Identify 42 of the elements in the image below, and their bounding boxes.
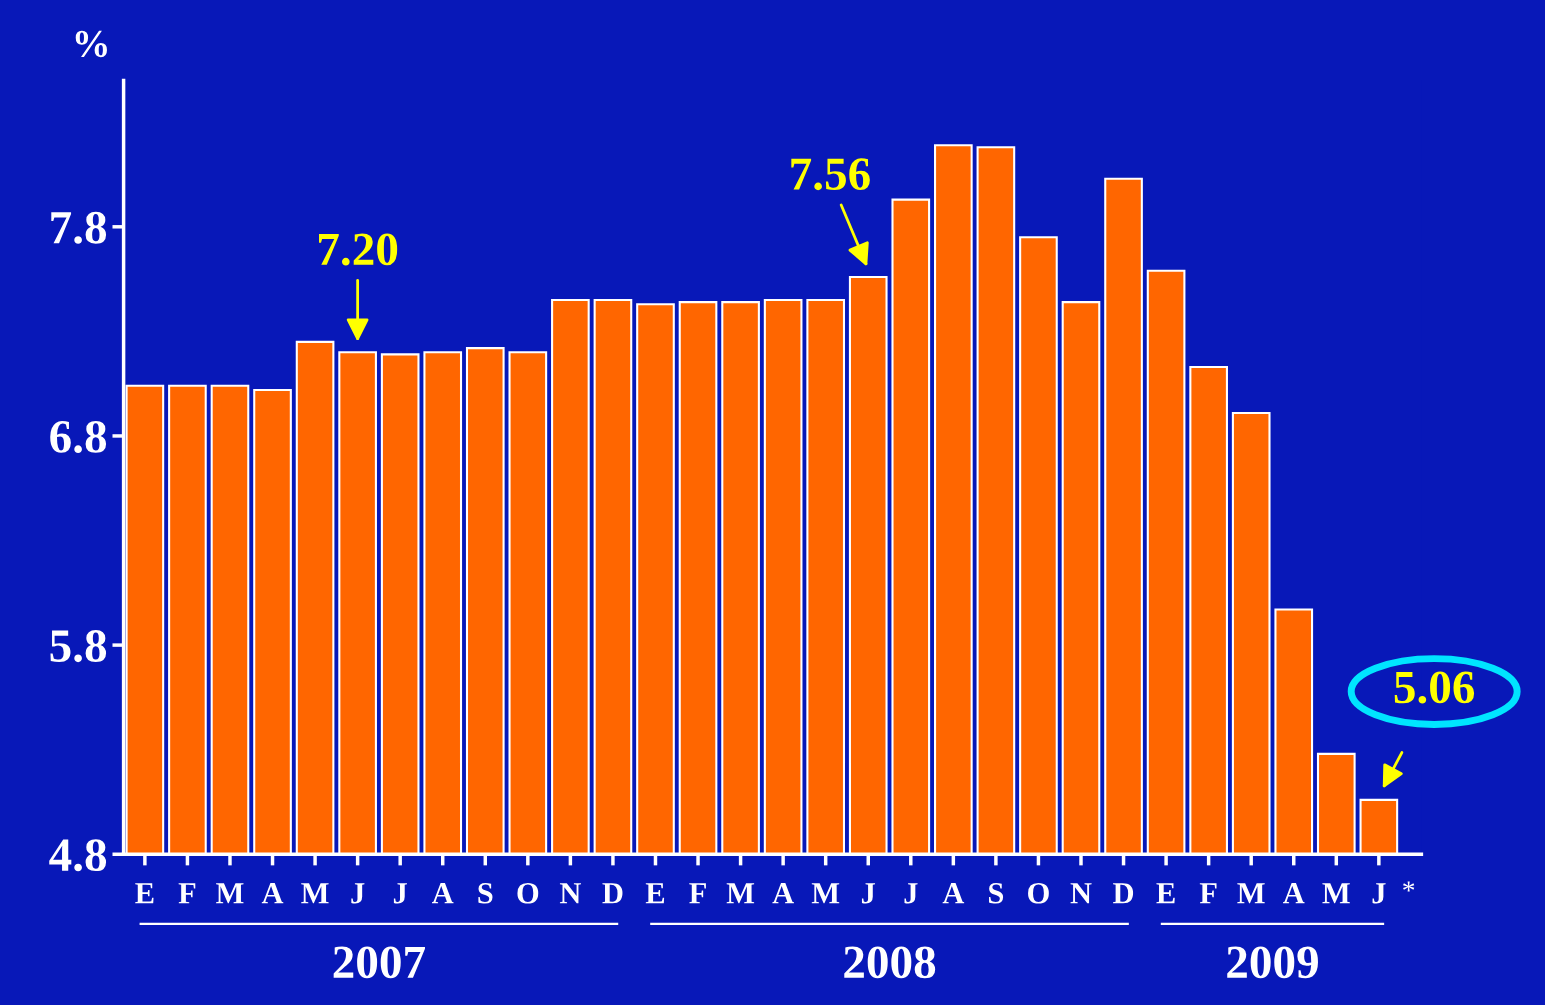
- x-tick-label: E: [645, 883, 665, 904]
- x-tick-label: E: [1156, 883, 1175, 904]
- y-tick-label: 5.8: [50, 630, 107, 663]
- x-tick-label: M: [811, 883, 840, 904]
- x-tick-label: M: [216, 883, 244, 904]
- x-tick-label: J: [904, 883, 918, 904]
- x-tick-label: E: [135, 883, 154, 904]
- x-tick-label: M: [1322, 883, 1350, 904]
- x-tick-label: J: [393, 883, 407, 904]
- x-tick-label: D: [602, 883, 623, 904]
- x-tick-label: N: [559, 883, 582, 904]
- text: 2007: [333, 946, 425, 979]
- x-tick-label: A: [261, 883, 284, 904]
- text: *: [1403, 881, 1415, 892]
- x-tick-label: A: [942, 883, 965, 904]
- x-tick-label: M: [301, 883, 329, 904]
- x-tick-label: S: [989, 883, 1004, 904]
- x-tick-label: M: [1237, 883, 1265, 904]
- x-tick-label: A: [432, 883, 454, 904]
- x-tick-label: J: [861, 883, 876, 904]
- x-tick-label: F: [178, 883, 196, 904]
- x-tick-label: O: [517, 883, 539, 904]
- y-tick-label: 6.8: [50, 420, 107, 454]
- x-tick-label: D: [1113, 883, 1134, 904]
- data-label: 7.20: [319, 233, 398, 266]
- data-label: 7.56: [791, 158, 870, 191]
- text: 2008: [844, 946, 936, 979]
- y-tick-label: 4.8: [49, 839, 107, 872]
- x-tick-label: F: [689, 883, 706, 904]
- y-axis-title: %: [75, 30, 107, 58]
- x-tick-label: J: [351, 883, 365, 904]
- x-tick-label: N: [1070, 883, 1092, 904]
- data-label: 5.06: [1394, 671, 1475, 704]
- x-tick-label: F: [1199, 883, 1217, 904]
- y-tick-label: 7.8: [51, 211, 107, 244]
- x-tick-label: A: [772, 883, 794, 904]
- x-tick-label: S: [478, 883, 493, 904]
- x-tick-label: J: [1372, 883, 1386, 904]
- text: 2009: [1227, 946, 1318, 979]
- x-tick-label: O: [1028, 883, 1049, 904]
- x-tick-label: A: [1283, 883, 1305, 904]
- x-tick-label: M: [726, 883, 755, 904]
